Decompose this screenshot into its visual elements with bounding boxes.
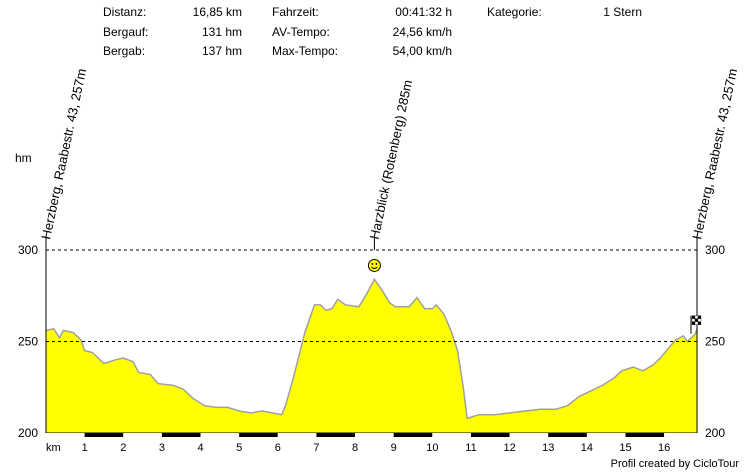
km-scale-segment — [200, 433, 240, 437]
km-scale-segment — [432, 433, 471, 437]
y-axis-unit-label: hm — [15, 151, 32, 165]
km-scale-segment — [548, 433, 587, 437]
y-tick-label-right: 300 — [705, 243, 725, 257]
smiley-eye — [371, 263, 374, 265]
km-scale-segment — [625, 433, 665, 437]
finish-flag-icon — [691, 318, 696, 322]
x-tick-label: 16 — [658, 442, 670, 454]
distance-value: 16,85 km — [192, 5, 242, 19]
x-tick-label: 13 — [542, 442, 554, 454]
km-scale-segment — [84, 433, 124, 437]
x-tick-label: 1 — [82, 442, 88, 454]
avg-speed-value: 24,56 km/h — [392, 25, 452, 39]
y-tick-label-right: 200 — [705, 426, 725, 440]
x-tick-label: 15 — [619, 442, 631, 454]
time-value: 00:41:32 h — [395, 5, 452, 19]
km-scale-segment — [123, 433, 162, 437]
x-tick-label: 4 — [197, 442, 203, 454]
x-tick-label: 7 — [313, 442, 319, 454]
finish-flag-icon — [697, 318, 702, 322]
x-tick-label: 6 — [275, 442, 281, 454]
descent-label: Bergab: — [103, 44, 146, 58]
y-tick-label-left: 250 — [18, 335, 38, 349]
finish-flag-icon — [691, 321, 696, 325]
ascent-value: 131 hm — [201, 25, 242, 39]
footer-credit: Profil created by CicloTour — [610, 458, 739, 470]
distance-label: Distanz: — [103, 5, 147, 19]
descent-value: 137 hm — [201, 44, 242, 58]
km-scale-segment — [46, 433, 85, 437]
finish-flag-icon — [697, 321, 702, 325]
km-scale-segment — [509, 433, 549, 437]
elevation-line — [45, 277, 698, 420]
max-speed-value: 54,00 km/h — [392, 44, 452, 58]
x-tick-label: 14 — [581, 442, 593, 454]
smiley-mouth — [371, 266, 378, 269]
x-tick-label: 9 — [391, 442, 397, 454]
km-scale-segment — [470, 433, 510, 437]
ascent-label: Bergauf: — [103, 25, 149, 39]
x-tick-label: 10 — [426, 442, 438, 454]
finish-flag-icon — [694, 318, 699, 322]
category-label: Kategorie: — [487, 5, 542, 19]
finish-flag-icon — [697, 315, 702, 319]
avg-speed-label: AV-Tempo: — [272, 25, 330, 39]
x-tick-label: 3 — [159, 442, 165, 454]
max-speed-label: Max-Tempo: — [272, 44, 339, 58]
x-tick-label: 11 — [465, 442, 476, 454]
km-scale-segment — [316, 433, 356, 437]
x-axis-unit-label: km — [46, 442, 61, 454]
finish-flag-icon — [694, 315, 699, 319]
y-tick-label-left: 200 — [18, 426, 38, 440]
x-tick-label: 5 — [236, 442, 242, 454]
km-scale-segment — [586, 433, 626, 437]
annotation-label: Herzberg, Raabestr. 43, 257m — [689, 67, 740, 240]
km-scale-segment — [393, 433, 433, 437]
y-tick-label-left: 300 — [18, 243, 38, 257]
km-scale-segment — [355, 433, 394, 437]
km-scale-segment — [239, 433, 278, 437]
x-tick-label: 12 — [503, 442, 515, 454]
finish-flag-icon — [691, 315, 696, 319]
category-value: 1 Stern — [603, 5, 642, 19]
x-tick-label: 2 — [120, 442, 126, 454]
time-label: Fahrzeit: — [272, 5, 319, 19]
finish-flag-icon — [694, 321, 699, 325]
x-tick-label: 8 — [352, 442, 358, 454]
km-scale-segment — [664, 433, 697, 437]
annotation-label: Herzberg, Raabestr. 43, 257m — [38, 67, 89, 240]
y-tick-label-right: 250 — [705, 335, 725, 349]
km-scale-segment — [277, 433, 317, 437]
smiley-eye — [375, 263, 378, 265]
annotation-label: Harzblick (Rotenberg) 285m — [367, 78, 415, 240]
km-scale-segment — [161, 433, 201, 437]
elevation-area — [46, 279, 697, 433]
smiley-icon — [367, 258, 381, 272]
